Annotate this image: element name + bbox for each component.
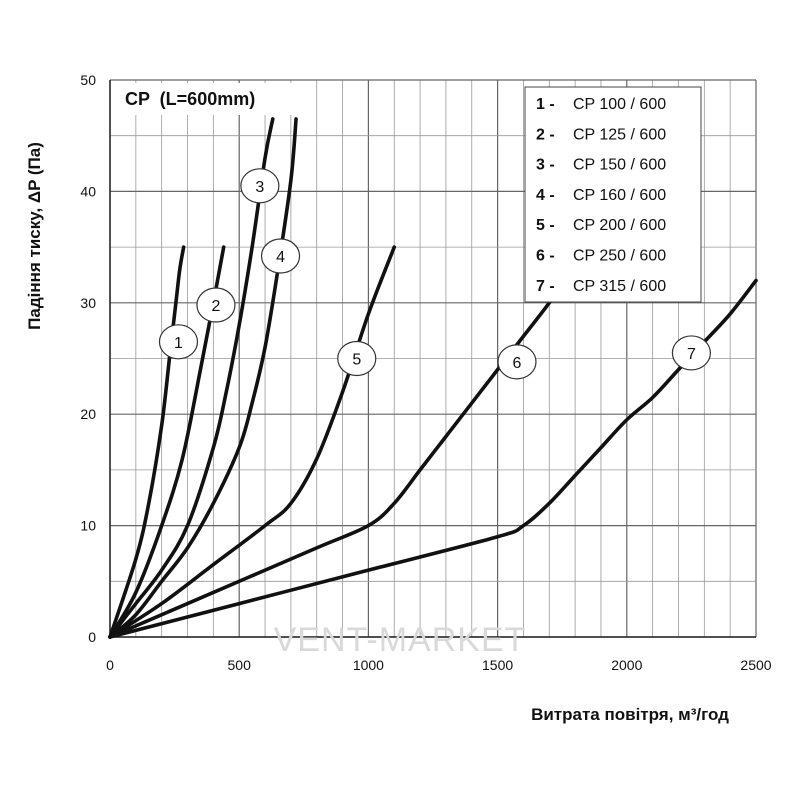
curve-label-ellipse xyxy=(196,287,236,323)
curve-label-text: 7 xyxy=(687,346,696,363)
legend-item-6: 6 - CP 250 / 600 xyxy=(536,248,666,265)
curve-label-text: 5 xyxy=(352,352,361,369)
curve-label-text: 2 xyxy=(211,298,220,315)
legend-item-5: 5 - CP 200 / 600 xyxy=(536,217,666,234)
x-tick-labels: 0 500 1000 1500 2000 2500 xyxy=(106,657,772,673)
x-tick-label: 1000 xyxy=(353,657,384,673)
axes xyxy=(109,80,756,638)
curve-label-5: 5 xyxy=(337,340,377,377)
watermark: VENT-MARKET xyxy=(274,621,527,659)
y-axis-title: Падіння тиску, ΔP (Па) xyxy=(25,142,44,330)
legend-item-2: 2 - CP 125 / 600 xyxy=(536,126,666,143)
legend-item-4: 4 - CP 160 / 600 xyxy=(536,187,666,204)
legend-series-name: CP 125 / 600 xyxy=(573,126,666,143)
legend-series-name: CP 250 / 600 xyxy=(573,248,666,265)
y-tick-label: 30 xyxy=(80,295,96,311)
x-tick-label: 2500 xyxy=(740,657,771,673)
curve-label-ellipse xyxy=(260,238,301,274)
legend-item-7: 7 - CP 315 / 600 xyxy=(536,278,666,295)
legend-series-name: CP 200 / 600 xyxy=(573,217,666,234)
curve-label-6: 6 xyxy=(497,344,537,380)
y-tick-labels: 0 10 20 30 40 50 xyxy=(80,72,96,645)
legend: 1 - CP 100 / 600 2 - CP 125 / 600 3 - CP 150 … xyxy=(524,86,702,303)
x-tick-label: 2000 xyxy=(611,657,642,673)
x-axis-title: Витрата повітря, м³/год xyxy=(531,705,729,724)
curve-label-2: 2 xyxy=(196,287,236,323)
curve-label-1: 1 xyxy=(158,324,199,360)
x-tick-label: 0 xyxy=(106,657,114,673)
legend-number: 3 - xyxy=(536,157,555,174)
curve-label-ellipse xyxy=(240,168,280,204)
y-tick-label: 0 xyxy=(88,629,96,645)
legend-item-1: 1 - CP 100 / 600 xyxy=(536,96,666,113)
curve-labels: 1 2 3 4 5 6 7 xyxy=(158,168,712,380)
series-line-5 xyxy=(108,245,397,639)
curve-label-7: 7 xyxy=(671,335,712,371)
y-tick-label: 50 xyxy=(80,72,96,88)
legend-number: 7 - xyxy=(536,278,555,295)
legend-number: 4 - xyxy=(536,187,555,204)
legend-series-name: CP 150 / 600 xyxy=(573,157,666,174)
x-tick-label: 1500 xyxy=(482,657,513,673)
y-tick-label: 20 xyxy=(80,406,96,422)
chart-title-box: CP (L=600mm) xyxy=(118,83,304,115)
curve-label-3: 3 xyxy=(240,168,280,204)
series-line-6 xyxy=(108,267,575,639)
legend-series-name: CP 160 / 600 xyxy=(573,187,666,204)
curve-label-ellipse xyxy=(497,344,537,380)
legend-series-name: CP 315 / 600 xyxy=(573,278,666,295)
legend-number: 2 - xyxy=(536,126,555,143)
curve-label-text: 4 xyxy=(276,249,285,266)
curve-label-text: 3 xyxy=(255,179,264,196)
y-tick-label: 10 xyxy=(80,518,96,534)
x-tick-label: 500 xyxy=(228,657,252,673)
series-line-4 xyxy=(108,117,298,639)
chart-title: CP (L=600mm) xyxy=(125,89,255,109)
legend-box xyxy=(524,86,702,303)
curve-label-text: 6 xyxy=(513,355,522,372)
curve-label-ellipse xyxy=(671,335,712,371)
curve-label-ellipse xyxy=(337,340,377,377)
legend-series-name: CP 100 / 600 xyxy=(573,96,666,113)
curve-label-ellipse xyxy=(158,324,199,360)
legend-number: 1 - xyxy=(536,96,555,113)
series-line-1 xyxy=(108,245,186,639)
curve-label-4: 4 xyxy=(260,238,301,274)
legend-item-3: 3 - CP 150 / 600 xyxy=(536,157,666,174)
curve-label-text: 1 xyxy=(174,335,183,352)
legend-number: 6 - xyxy=(536,248,555,265)
y-tick-label: 40 xyxy=(80,183,96,199)
legend-number: 5 - xyxy=(536,217,555,234)
